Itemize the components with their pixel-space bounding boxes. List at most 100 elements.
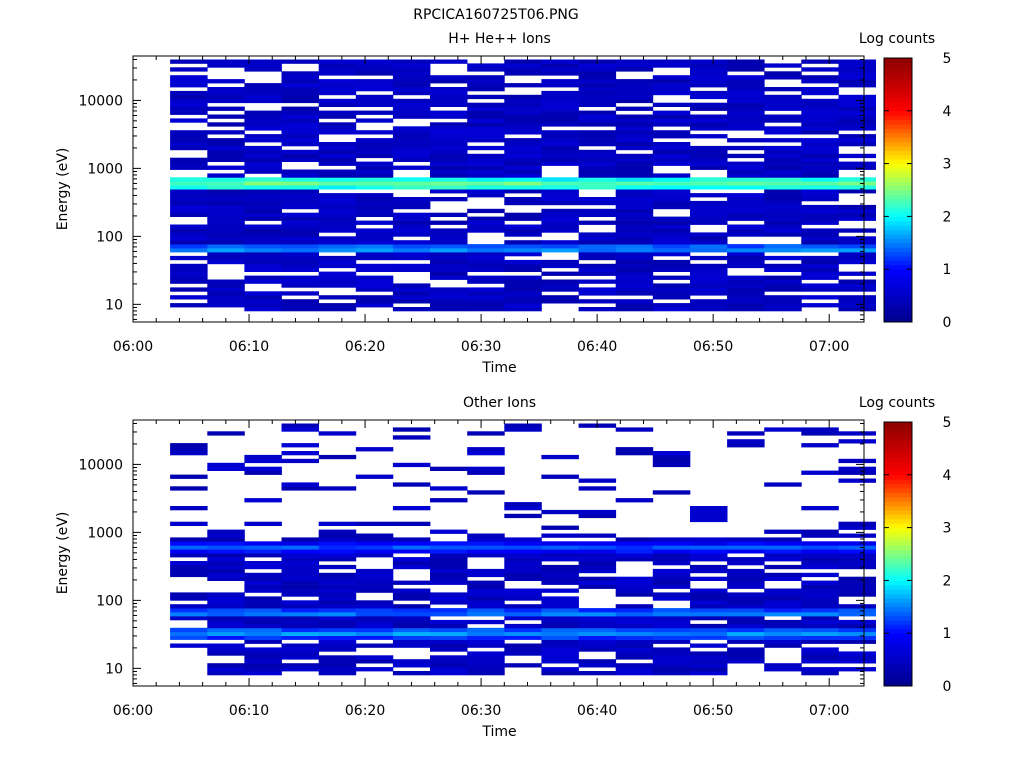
heatmap-cell (764, 623, 802, 629)
heatmap-cell (355, 240, 394, 245)
heatmap-cell (652, 283, 691, 288)
heatmap-cell (615, 451, 654, 456)
heatmap-cell (838, 553, 876, 558)
heatmap-cell (578, 114, 617, 119)
heatmap-cell (838, 204, 876, 210)
heatmap-cell (318, 576, 357, 581)
heatmap-cell (318, 90, 357, 96)
heatmap-cell (838, 244, 876, 249)
heatmap-cell (690, 537, 728, 542)
heatmap-cell (281, 561, 319, 566)
heatmap-cell (355, 295, 394, 300)
heatmap-cell (801, 189, 839, 194)
heatmap-cell (578, 197, 617, 202)
heatmap-cell (170, 157, 208, 162)
heatmap-cell (430, 299, 468, 304)
heatmap-cell (801, 557, 839, 562)
heatmap-cell (281, 275, 319, 280)
heatmap-cell (244, 291, 282, 296)
heatmap-cell (467, 106, 505, 111)
heatmap-cell (690, 659, 728, 664)
heatmap-cell (430, 619, 468, 625)
heatmap-cell (430, 169, 468, 174)
heatmap-cell (838, 623, 876, 629)
heatmap-cell (541, 588, 579, 593)
colorbar-segment (884, 238, 912, 244)
heatmap-cell (727, 307, 765, 312)
heatmap-cell (764, 232, 802, 237)
heatmap-cell (727, 75, 765, 80)
heatmap-cell (244, 635, 282, 640)
heatmap-cell (541, 259, 579, 265)
heatmap-cell (170, 142, 208, 147)
heatmap-cell (652, 102, 691, 107)
heatmap-cell (170, 451, 208, 456)
heatmap-cell (318, 244, 357, 249)
heatmap-cell (690, 59, 728, 64)
heatmap-cell (541, 200, 579, 206)
heatmap-cell (467, 643, 505, 648)
colorbar-segment (884, 93, 912, 99)
heatmap-cell (838, 94, 876, 100)
heatmap-cell (727, 197, 765, 202)
heatmap-cell (281, 200, 319, 206)
heatmap-cell (392, 75, 431, 80)
heatmap-cell (281, 59, 319, 64)
heatmap-cell (318, 236, 357, 241)
heatmap-cell (207, 279, 245, 284)
heatmap-cell (355, 572, 394, 578)
heatmap-cell (578, 165, 617, 170)
heatmap-cell (764, 549, 802, 554)
heatmap-cell (281, 71, 319, 76)
colorbar-tick-label: 5 (943, 51, 952, 67)
heatmap-cell (578, 486, 617, 491)
heatmap-cell (727, 169, 765, 174)
heatmap-cell (764, 541, 802, 546)
heatmap-cell (801, 596, 839, 601)
x-tick-label: 06:20 (345, 703, 385, 719)
heatmap-cell (504, 161, 542, 166)
heatmap-cell (504, 651, 542, 656)
heatmap-cell (504, 138, 542, 143)
heatmap-cell (170, 59, 208, 64)
heatmap-cell (467, 451, 505, 456)
heatmap-cell (355, 635, 394, 640)
heatmap-cell (318, 263, 357, 269)
heatmap-cell (244, 604, 282, 609)
colorbar-segment (884, 190, 912, 195)
heatmap-cell (578, 87, 617, 92)
heatmap-cell (467, 295, 505, 300)
heatmap-cell (244, 572, 282, 578)
heatmap-cell (615, 248, 654, 253)
heatmap-cell (504, 608, 542, 613)
heatmap-cell (838, 533, 876, 538)
heatmap-cell (281, 110, 319, 115)
colorbar-segment (884, 146, 912, 151)
heatmap-cell (690, 161, 728, 166)
heatmap-cell (170, 224, 208, 229)
colorbar-segment (884, 545, 912, 551)
heatmap-cell (541, 667, 579, 672)
heatmap-cell (652, 193, 691, 198)
heatmap-cell (355, 643, 394, 648)
heatmap-cell (615, 259, 654, 265)
heatmap-cell (504, 663, 542, 668)
heatmap-cell (652, 59, 691, 64)
heatmap-cell (801, 639, 839, 644)
colorbar-segment (884, 452, 912, 458)
heatmap-cell (764, 114, 802, 119)
heatmap-cell (244, 87, 282, 92)
heatmap-cell (690, 263, 728, 269)
heatmap-cell (801, 659, 839, 664)
heatmap-cell (615, 134, 654, 139)
heatmap-cell (430, 240, 468, 245)
heatmap-cell (504, 200, 542, 206)
colorbar-segment (884, 212, 912, 217)
heatmap-cell (838, 79, 876, 84)
heatmap-cell (170, 486, 208, 491)
heatmap-cell (467, 553, 505, 558)
heatmap-cell (392, 102, 431, 107)
heatmap-cell (541, 67, 579, 72)
heatmap-cell (244, 612, 282, 617)
heatmap-cell (430, 564, 468, 570)
